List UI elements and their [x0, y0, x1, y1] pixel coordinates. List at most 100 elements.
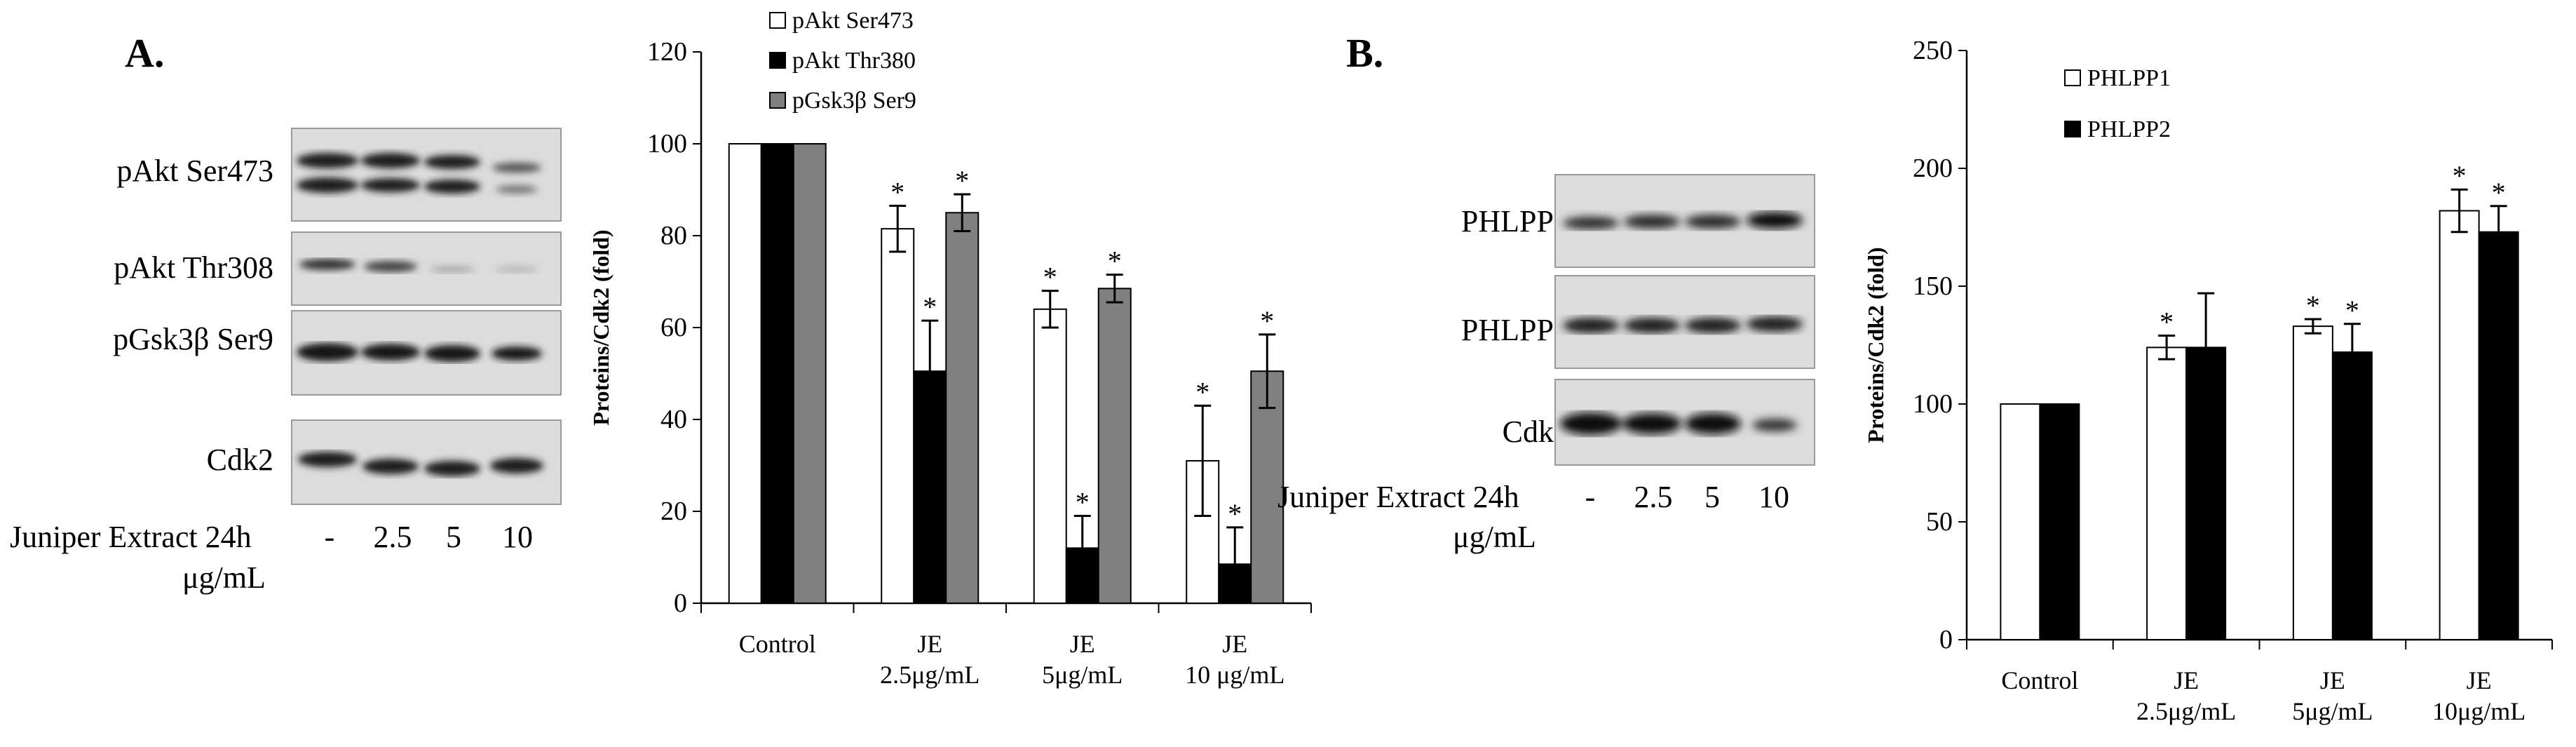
chart-b-y-tick-label: 50: [1926, 507, 1953, 537]
chart-a-legend-label-1: pAkt Thr380: [792, 48, 916, 74]
chart-b-bar-1-0: [2039, 403, 2080, 640]
chart-a-bar-0-0: [728, 143, 762, 604]
chart-b-significance-marker: *: [2453, 160, 2467, 191]
chart-a-y-tick-label: 100: [647, 129, 687, 159]
chart-a-significance-marker: *: [1108, 245, 1122, 277]
chart-b-y-tick-label: 100: [1913, 389, 1953, 419]
chart-a-y-tick-label: 60: [660, 313, 687, 342]
blot-bands-pakt-ser473: [297, 153, 541, 194]
chart-b-bar-0-3: [2439, 210, 2480, 641]
chart-a-significance-marker: *: [1195, 376, 1209, 408]
chart-a-y-axis-label: Proteins/Cdk2 (fold): [588, 229, 614, 425]
blot-label-phlpp1: PHLPP1: [1460, 204, 1569, 238]
chart-b-y-tick-label: 0: [1939, 625, 1953, 654]
blot-bands-pakt-thr308: [299, 259, 538, 273]
chart-b-legend-swatch-1: [2064, 121, 2081, 137]
chart-a-significance-marker: *: [890, 176, 904, 208]
chart-a-significance-marker: *: [1043, 262, 1057, 293]
western-blot-pakt-thr308: [291, 231, 562, 306]
chart-a-y-tick-label: 120: [647, 37, 687, 67]
chart-b-legend-swatch-0: [2064, 69, 2081, 86]
lane-label-a-3: 10: [502, 520, 533, 554]
chart-a-bar-2-3: [1250, 370, 1284, 604]
chart-a-y-tick-label: 0: [674, 588, 687, 618]
blot-label-cdk2-a: Cdk2: [206, 443, 273, 477]
chart-a-y-tick-label: 80: [660, 221, 687, 250]
western-blot-phlpp1: [1554, 174, 1815, 268]
chart-a-y-tick-label: 20: [660, 497, 687, 526]
chart-a-y-tick-label: 40: [660, 405, 687, 434]
chart-b-y-axis-label: Proteins/Cdk2 (fold): [1863, 247, 1888, 443]
blot-label-pakt-thr308: pAkt Thr308: [114, 250, 273, 285]
western-blot-cdk2-a: [291, 419, 562, 505]
western-blot-pgsk3b-ser9: [291, 310, 562, 396]
sample-unit-b: μg/mL: [1453, 520, 1536, 554]
chart-a-category-label: JE: [1222, 630, 1247, 658]
chart-b-bar-0-0: [2000, 403, 2041, 640]
chart-b-category-label: JE: [2320, 666, 2345, 694]
chart-a-bar-1-0: [760, 143, 794, 604]
sample-unit-a: μg/mL: [182, 560, 266, 595]
chart-a-legend-label-0: pAkt Ser473: [792, 8, 914, 34]
sample-title-b: Juniper Extract 24h: [1277, 480, 1519, 514]
chart-b-bar-1-3: [2478, 231, 2519, 641]
chart-b-category-label: 10μg/mL: [2432, 697, 2526, 725]
chart-a-significance-marker: *: [1076, 487, 1090, 518]
chart-a-significance-marker: *: [923, 291, 937, 323]
chart-b-legend-label-0: PHLPP1: [2087, 65, 2171, 91]
chart-a-category-label: 2.5μg/mL: [880, 661, 979, 689]
chart-b-legend-label-1: PHLPP2: [2087, 116, 2171, 142]
blot-bands-cdk2-b: [1560, 412, 1797, 435]
panel-a-letter: A.: [125, 30, 165, 76]
chart-b-significance-marker: *: [2306, 290, 2320, 321]
chart-a-category-label: JE: [1070, 630, 1095, 658]
chart-b-bar-1-2: [2331, 351, 2373, 640]
chart-a-legend-swatch-2: [769, 92, 786, 109]
chart-a-bar-2-1: [945, 212, 979, 604]
chart-a-bar-0-2: [1033, 308, 1067, 604]
chart-a-bar-2-2: [1097, 288, 1132, 604]
blot-bands-pgsk3b-ser9: [297, 343, 542, 362]
chart-b-category-label: JE: [2467, 666, 2492, 694]
chart-b-category-label: JE: [2174, 666, 2199, 694]
chart-a-category-label: 5μg/mL: [1042, 661, 1123, 689]
western-blot-phlpp2: [1554, 275, 1815, 369]
blot-bands-cdk2-a: [298, 452, 543, 476]
lane-label-b-3: 10: [1758, 480, 1789, 514]
lane-label-b-0: -: [1585, 480, 1596, 514]
chart-b-category-label: Control: [2001, 666, 2078, 694]
chart-b-significance-marker: *: [2160, 307, 2174, 338]
chart-a-category-label: Control: [739, 630, 816, 658]
chart-a: Proteins/Cdk2 (fold) 0 20 40 60 80 100 120 Contr…: [588, 8, 1312, 689]
lane-label-a-0: -: [324, 520, 335, 554]
blot-bands-phlpp2: [1563, 316, 1803, 333]
chart-b-y-tick-label: 200: [1913, 154, 1953, 183]
chart-a-bar-0-1: [881, 228, 915, 604]
chart-b-bar-0-2: [2292, 325, 2333, 640]
chart-a-significance-marker: *: [1228, 498, 1242, 530]
panel-b-letter: B.: [1346, 30, 1384, 76]
chart-b-y-tick-label: 250: [1913, 36, 1953, 65]
lane-label-b-2: 5: [1704, 480, 1720, 514]
chart-b-category-label: 2.5μg/mL: [2136, 697, 2236, 725]
chart-a-significance-marker: *: [955, 165, 969, 196]
chart-a-category-label: JE: [917, 630, 942, 658]
chart-a-legend-label-2: pGsk3β Ser9: [792, 88, 916, 114]
western-blot-pakt-ser473: [291, 128, 562, 222]
chart-a-legend-swatch-1: [769, 52, 786, 69]
chart-a-significance-marker: *: [1260, 305, 1274, 337]
blot-label-pakt-ser473: pAkt Ser473: [116, 154, 273, 188]
blot-label-phlpp2: PHLPP2: [1460, 313, 1569, 347]
chart-b-y-tick-label: 150: [1913, 271, 1953, 301]
lane-label-a-2: 5: [446, 520, 461, 554]
chart-b-significance-marker: *: [2345, 295, 2359, 326]
chart-a-bar-2-0: [792, 143, 827, 604]
chart-b-category-label: 5μg/mL: [2292, 697, 2373, 725]
chart-b: Proteins/Cdk2 (fold) 0 50 100 150 200 250 Contr…: [1863, 36, 2553, 725]
chart-a-legend-swatch-0: [769, 12, 786, 29]
blot-bands-phlpp1: [1563, 212, 1803, 229]
western-blot-cdk2-b: [1554, 379, 1815, 466]
lane-label-a-1: 2.5: [373, 520, 412, 554]
chart-a-category-label: 10 μg/mL: [1185, 661, 1284, 689]
lane-label-b-1: 2.5: [1634, 480, 1673, 514]
